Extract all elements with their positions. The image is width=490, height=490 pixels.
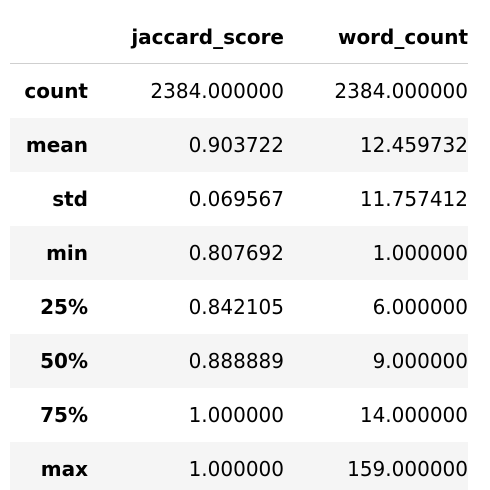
header-row: jaccard_score word_count bbox=[10, 10, 468, 64]
column-header-jaccard-score: jaccard_score bbox=[120, 10, 284, 64]
table-row: mean 0.903722 12.459732 bbox=[10, 118, 468, 172]
row-label: 75% bbox=[40, 403, 88, 427]
describe-table: jaccard_score word_count count 2384.0000… bbox=[10, 10, 468, 490]
table-cell: 9.000000 bbox=[372, 349, 468, 373]
table-header: jaccard_score word_count bbox=[10, 10, 468, 64]
table-cell: 1.000000 bbox=[188, 457, 284, 481]
index-corner-cell bbox=[10, 10, 120, 64]
table-cell: 0.888889 bbox=[188, 349, 284, 373]
row-label: 50% bbox=[40, 349, 88, 373]
row-label: std bbox=[52, 187, 88, 211]
table-cell: 12.459732 bbox=[359, 133, 468, 157]
row-label: max bbox=[40, 457, 88, 481]
table-cell: 1.000000 bbox=[188, 403, 284, 427]
table-row: std 0.069567 11.757412 bbox=[10, 172, 468, 226]
table-cell: 6.000000 bbox=[372, 295, 468, 319]
table-row: 25% 0.842105 6.000000 bbox=[10, 280, 468, 334]
table-cell: 0.903722 bbox=[188, 133, 284, 157]
table-cell: 2384.000000 bbox=[150, 79, 284, 103]
row-label: min bbox=[46, 241, 88, 265]
table-cell: 14.000000 bbox=[359, 403, 468, 427]
table-cell: 1.000000 bbox=[372, 241, 468, 265]
column-header-word-count: word_count bbox=[284, 10, 468, 64]
table-row: max 1.000000 159.000000 bbox=[10, 442, 468, 490]
table-cell: 159.000000 bbox=[347, 457, 468, 481]
table-cell: 11.757412 bbox=[359, 187, 468, 211]
table-cell: 0.069567 bbox=[188, 187, 284, 211]
table-cell: 2384.000000 bbox=[334, 79, 468, 103]
table-cell: 0.807692 bbox=[188, 241, 284, 265]
table-row: min 0.807692 1.000000 bbox=[10, 226, 468, 280]
table-cell: 0.842105 bbox=[188, 295, 284, 319]
row-label: count bbox=[24, 79, 88, 103]
table-row: count 2384.000000 2384.000000 bbox=[10, 64, 468, 119]
row-label: 25% bbox=[40, 295, 88, 319]
table-row: 75% 1.000000 14.000000 bbox=[10, 388, 468, 442]
table-body: count 2384.000000 2384.000000 mean 0.903… bbox=[10, 64, 468, 490]
row-label: mean bbox=[25, 133, 88, 157]
table-row: 50% 0.888889 9.000000 bbox=[10, 334, 468, 388]
